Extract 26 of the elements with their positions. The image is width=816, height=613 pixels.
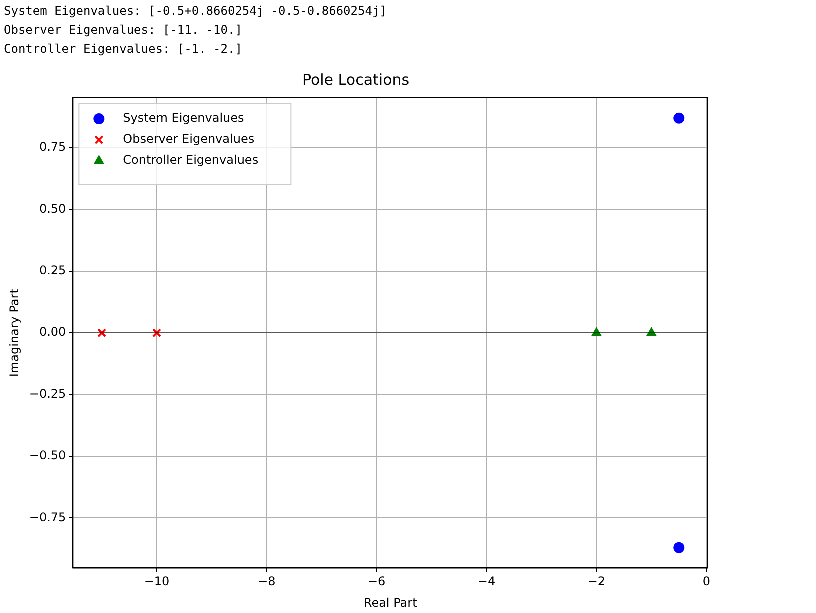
chart-title: Pole Locations xyxy=(302,70,410,89)
text: Observer Eigenvalues: [-11. -10.] xyxy=(4,22,244,39)
legend-label: Controller Eigenvalues xyxy=(123,153,259,168)
y-tick-label: −0.75 xyxy=(29,510,66,524)
text: Controller Eigenvalues: [-1. -2.] xyxy=(4,41,244,58)
x-tick-label: −8 xyxy=(258,574,276,589)
x-tick-label: −4 xyxy=(478,574,496,589)
x-tick-label: −6 xyxy=(368,574,386,589)
point xyxy=(152,328,162,338)
text: System Eigenvalues: [-0.5+0.8660254j -0.5-0.8660254j] xyxy=(4,3,388,20)
legend-label: Observer Eigenvalues xyxy=(123,132,255,146)
y-tick-label: −0.25 xyxy=(29,386,66,401)
y-tick-label: 0.50 xyxy=(39,202,66,216)
point xyxy=(97,328,107,338)
x-tick-label: −10 xyxy=(144,574,170,589)
x-tick-label: −2 xyxy=(588,574,606,589)
point xyxy=(674,542,685,554)
point xyxy=(674,112,685,124)
x-tick-label: 0 xyxy=(702,574,710,589)
legend-label: System Eigenvalues xyxy=(123,111,244,126)
y-tick-label: 0.75 xyxy=(39,140,66,154)
y-axis-title: Imaginary Part xyxy=(7,288,22,378)
x-axis-title: Real Part xyxy=(364,596,418,610)
y-tick-label: 0.00 xyxy=(39,325,66,340)
y-tick-label: 0.25 xyxy=(39,264,66,278)
y-tick-label: −0.50 xyxy=(29,448,66,463)
